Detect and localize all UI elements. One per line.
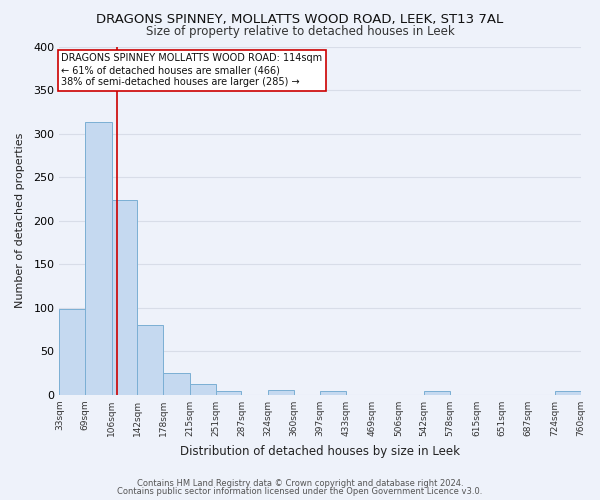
Y-axis label: Number of detached properties: Number of detached properties [15, 133, 25, 308]
Text: Size of property relative to detached houses in Leek: Size of property relative to detached ho… [146, 25, 454, 38]
Bar [163, 373, 190, 395]
Bar [424, 390, 450, 395]
Bar [137, 325, 163, 395]
Bar [85, 122, 112, 395]
Text: Contains public sector information licensed under the Open Government Licence v3: Contains public sector information licen… [118, 487, 482, 496]
Bar [190, 384, 215, 395]
Bar [554, 390, 581, 395]
Bar [59, 308, 85, 395]
Bar [268, 390, 294, 395]
Bar [320, 390, 346, 395]
Bar [112, 200, 137, 395]
Text: Contains HM Land Registry data © Crown copyright and database right 2024.: Contains HM Land Registry data © Crown c… [137, 478, 463, 488]
X-axis label: Distribution of detached houses by size in Leek: Distribution of detached houses by size … [180, 444, 460, 458]
Bar [215, 390, 241, 395]
Text: DRAGONS SPINNEY MOLLATTS WOOD ROAD: 114sqm
← 61% of detached houses are smaller : DRAGONS SPINNEY MOLLATTS WOOD ROAD: 114s… [61, 54, 323, 86]
Text: DRAGONS SPINNEY, MOLLATTS WOOD ROAD, LEEK, ST13 7AL: DRAGONS SPINNEY, MOLLATTS WOOD ROAD, LEE… [97, 12, 503, 26]
